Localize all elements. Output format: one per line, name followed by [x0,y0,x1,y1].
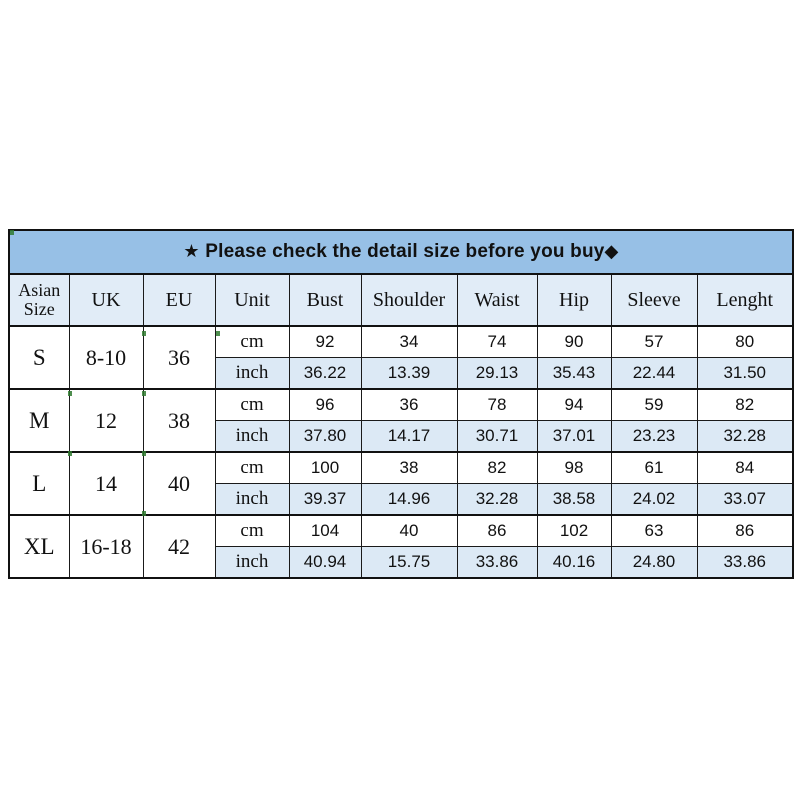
header-lenght: Lenght [696,273,794,327]
cell-waist-inch: 29.13 [456,357,538,390]
table-row: inch 36.22 13.39 29.13 35.43 22.44 31.50 [9,357,794,390]
header-hip: Hip [536,273,612,327]
cell-waist-cm: 82 [456,451,538,484]
cell-waist-inch: 30.71 [456,420,538,453]
cell-hip-cm: 102 [536,514,612,547]
cell-shoulder-inch: 14.96 [360,483,458,516]
header-sleeve: Sleeve [610,273,698,327]
cell-waist-inch: 33.86 [456,546,538,579]
cell-asian-size: L [8,451,70,516]
cell-uk: 12 [68,388,144,453]
cell-shoulder-cm: 38 [360,451,458,484]
cell-hip-inch: 40.16 [536,546,612,579]
header-unit: Unit [214,273,290,327]
cell-waist-cm: 74 [456,325,538,358]
cell-lenght-inch: 32.28 [696,420,794,453]
cell-unit-cm: cm [214,451,290,484]
banner-row: ★ Please check the detail size before yo… [8,229,794,275]
cell-unit-inch: inch [214,420,290,453]
cell-bust-inch: 39.37 [288,483,362,516]
cell-bust-inch: 40.94 [288,546,362,579]
cell-uk: 14 [68,451,144,516]
size-chart-table: ★ Please check the detail size before yo… [8,229,794,579]
header-waist: Waist [456,273,538,327]
table-row: L 14 40 cm 100 38 82 98 61 84 [8,451,794,516]
cell-bust-inch: 36.22 [288,357,362,390]
header-asian-size: Asian Size [8,273,70,327]
cell-hip-cm: 94 [536,388,612,421]
cell-uk: 8-10 [68,325,144,390]
header-asian-size-line2: Size [23,299,55,319]
cell-waist-cm: 78 [456,388,538,421]
table-row: inch 39.37 14.96 32.28 38.58 24.02 33.07 [9,483,794,516]
cell-lenght-cm: 86 [696,514,794,547]
cell-sleeve-cm: 57 [610,325,698,358]
table-row: S 8-10 36 cm 92 34 74 90 57 80 [8,325,794,390]
cell-sleeve-inch: 23.23 [610,420,698,453]
header-uk: UK [68,273,144,327]
cell-eu: 38 [142,388,216,453]
cell-shoulder-inch: 13.39 [360,357,458,390]
cell-asian-size: XL [8,514,70,579]
cell-unit-cm: cm [214,325,290,358]
banner-text: ★ Please check the detail size before yo… [183,241,618,262]
cell-eu: 36 [142,325,216,390]
header-bust: Bust [288,273,362,327]
header-shoulder: Shoulder [360,273,458,327]
cell-eu: 40 [142,451,216,516]
cell-unit-cm: cm [214,514,290,547]
header-asian-size-line1: Asian [18,280,61,301]
cell-lenght-cm: 84 [696,451,794,484]
cell-unit-inch: inch [214,546,290,579]
cell-shoulder-inch: 14.17 [360,420,458,453]
cell-bust-cm: 96 [288,388,362,421]
cell-uk: 16-18 [68,514,144,579]
diamond-icon: ◆ [604,241,619,262]
cell-sleeve-cm: 61 [610,451,698,484]
cell-lenght-inch: 33.07 [696,483,794,516]
cell-lenght-cm: 80 [696,325,794,358]
banner-cell: ★ Please check the detail size before yo… [8,229,794,275]
cell-asian-size: S [8,325,70,390]
cell-hip-inch: 35.43 [536,357,612,390]
cell-hip-cm: 90 [536,325,612,358]
header-eu: EU [142,273,216,327]
cell-lenght-inch: 31.50 [696,357,794,390]
cell-sleeve-inch: 24.80 [610,546,698,579]
cell-unit-inch: inch [214,483,290,516]
cell-asian-size: M [8,388,70,453]
cell-shoulder-cm: 40 [360,514,458,547]
cell-shoulder-cm: 34 [360,325,458,358]
cell-bust-inch: 37.80 [288,420,362,453]
table-row: inch 40.94 15.75 33.86 40.16 24.80 33.86 [9,546,794,579]
cell-eu: 42 [142,514,216,579]
cell-shoulder-cm: 36 [360,388,458,421]
table-row: XL 16-18 42 cm 104 40 86 102 63 86 [8,514,794,579]
cell-sleeve-inch: 24.02 [610,483,698,516]
cell-waist-cm: 86 [456,514,538,547]
cell-sleeve-inch: 22.44 [610,357,698,390]
banner-message: Please check the detail size before you … [205,241,605,262]
cell-lenght-cm: 82 [696,388,794,421]
cell-waist-inch: 32.28 [456,483,538,516]
cell-lenght-inch: 33.86 [696,546,794,579]
cell-hip-inch: 38.58 [536,483,612,516]
cell-hip-cm: 98 [536,451,612,484]
cell-unit-cm: cm [214,388,290,421]
table-row: inch 37.80 14.17 30.71 37.01 23.23 32.28 [9,420,794,453]
cell-hip-inch: 37.01 [536,420,612,453]
cell-sleeve-cm: 59 [610,388,698,421]
star-icon: ★ [183,241,200,262]
cell-sleeve-cm: 63 [610,514,698,547]
cell-shoulder-inch: 15.75 [360,546,458,579]
table-row: M 12 38 cm 96 36 78 94 59 82 [8,388,794,453]
cell-bust-cm: 104 [288,514,362,547]
cell-bust-cm: 100 [288,451,362,484]
cell-bust-cm: 92 [288,325,362,358]
cell-unit-inch: inch [214,357,290,390]
column-header-row: Asian Size UK EU Unit Bust Shoulder Waist… [8,273,794,327]
